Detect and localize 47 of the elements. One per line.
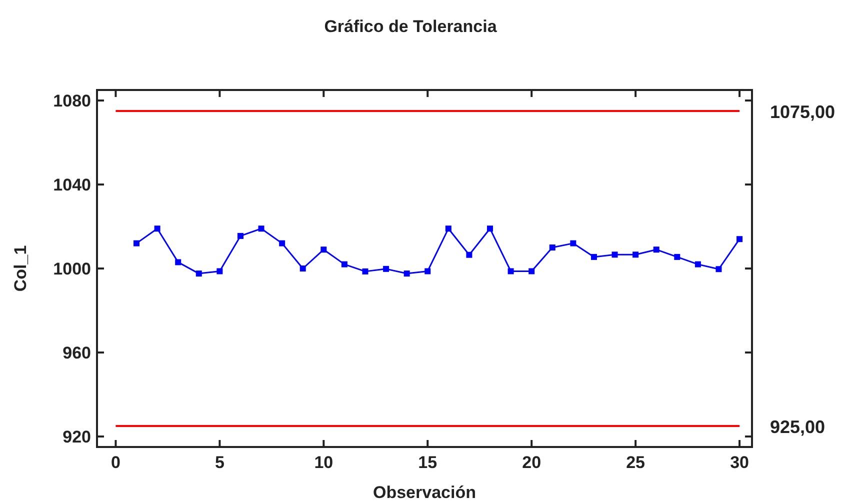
- y-tick-label: 960: [62, 344, 91, 362]
- point: [134, 240, 140, 246]
- point: [258, 226, 264, 232]
- point: [362, 268, 368, 274]
- y-tick-label: 1000: [53, 260, 91, 278]
- point: [736, 236, 743, 242]
- point: [674, 254, 680, 260]
- point: [653, 246, 660, 253]
- point: [694, 261, 701, 268]
- point: [632, 252, 639, 258]
- point: [237, 232, 244, 239]
- chart-title: Gráfico de Tolerancia: [324, 17, 498, 36]
- x-tick-label: 10: [314, 453, 334, 472]
- ref-line-label: 1075,00: [770, 102, 836, 122]
- point: [466, 252, 472, 258]
- x-tick-label: 5: [214, 453, 224, 472]
- ref-line-label: 925,00: [770, 417, 826, 437]
- point: [549, 244, 556, 250]
- point: [175, 259, 182, 266]
- point: [508, 268, 514, 274]
- point: [612, 252, 618, 258]
- y-tick-label: 1040: [53, 176, 91, 194]
- point: [487, 226, 493, 232]
- x-tick-label: 25: [626, 453, 646, 472]
- point: [424, 268, 431, 274]
- point: [404, 270, 410, 277]
- point: [570, 240, 576, 246]
- y-axis-title: Col_1: [11, 245, 30, 292]
- point: [445, 226, 452, 232]
- point: [528, 268, 535, 274]
- point: [320, 246, 327, 253]
- x-tick-label: 20: [522, 453, 542, 472]
- point: [279, 240, 286, 246]
- y-tick-label: 1080: [53, 92, 91, 110]
- point: [196, 270, 202, 277]
- point: [216, 268, 223, 274]
- x-axis-title: Observación: [373, 483, 476, 502]
- x-tick-label: 0: [110, 453, 120, 472]
- point: [154, 226, 160, 232]
- x-tick-label: 15: [418, 453, 438, 472]
- point: [716, 266, 722, 272]
- point: [590, 254, 597, 260]
- point: [383, 266, 390, 272]
- point: [300, 266, 306, 272]
- y-tick-label: 920: [62, 428, 91, 446]
- x-tick-label: 30: [730, 453, 749, 472]
- point: [341, 261, 348, 268]
